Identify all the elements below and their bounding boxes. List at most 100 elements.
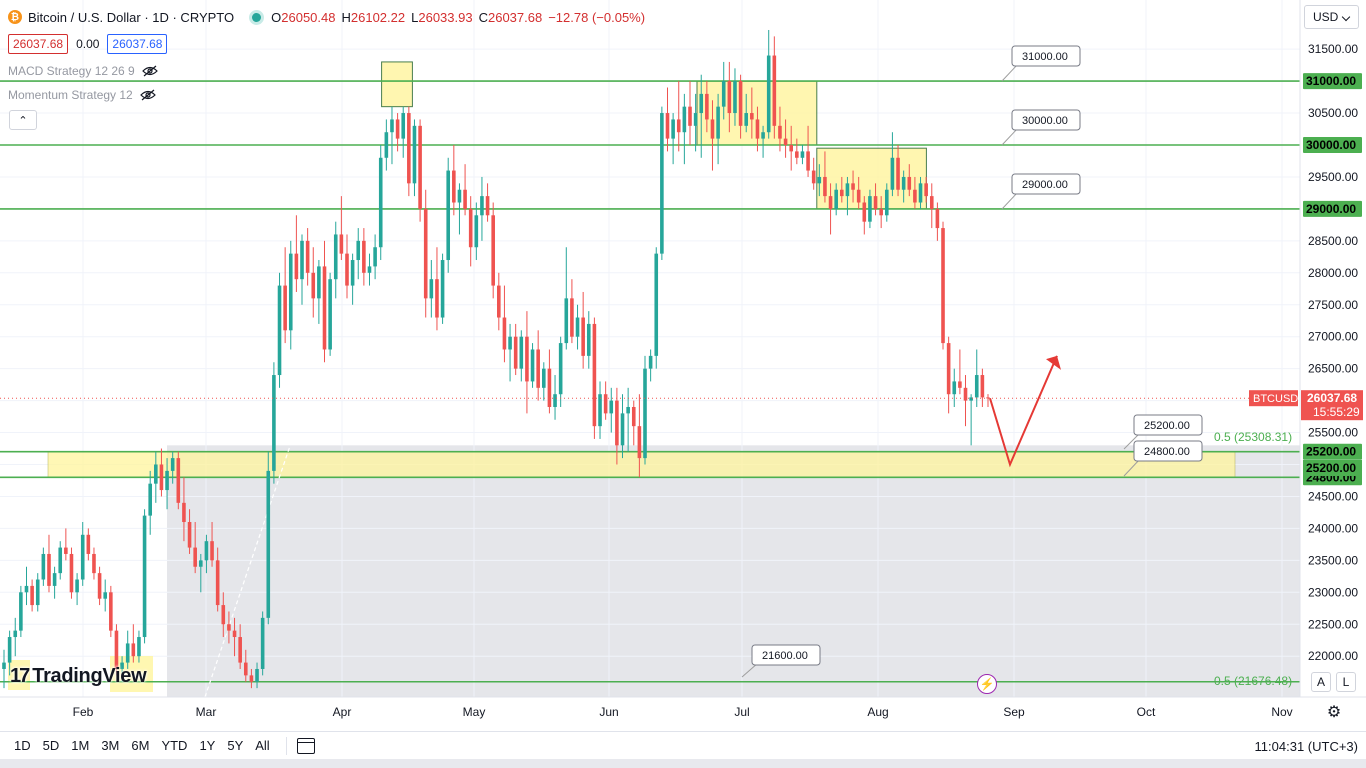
candle-body [395, 119, 400, 139]
candle [159, 448, 164, 497]
candle-body [783, 138, 788, 145]
time-tick-label: Aug [867, 705, 888, 719]
candle [778, 106, 782, 152]
range-ytd[interactable]: YTD [161, 738, 188, 753]
callout-box [1133, 414, 1203, 436]
callout-label: 21600.00 [762, 650, 808, 662]
candle-body [890, 157, 895, 190]
candle-body [536, 349, 540, 388]
candle-body [952, 381, 957, 395]
candle [193, 522, 197, 574]
candle-body [800, 151, 805, 158]
candle-body [227, 624, 231, 631]
callout-label: 24800.00 [1144, 446, 1190, 458]
candle [125, 630, 130, 669]
candle [114, 624, 119, 676]
candle-body [210, 541, 214, 561]
candle [277, 272, 282, 388]
candle [800, 145, 805, 165]
candle-body [41, 553, 46, 580]
range-1y[interactable]: 1Y [199, 738, 216, 753]
tradingview-logo-icon: 17 [10, 665, 30, 687]
price-tag-bg [1303, 200, 1362, 217]
last-price-value: 26037.68 [1307, 391, 1357, 405]
candle-body [873, 196, 878, 209]
tradingview-logo-text: TradingView [32, 665, 147, 687]
indicator-macd[interactable]: MACD Strategy 12 26 9 [8, 64, 158, 78]
candle [795, 138, 799, 165]
price-tag-bg [1303, 137, 1362, 153]
candle-body [603, 394, 608, 414]
collapse-legend-button[interactable]: ⌃ [9, 110, 37, 130]
candle-body [958, 381, 962, 388]
candle [851, 170, 855, 203]
fib-label: 0.5 (25308.31) [1214, 430, 1292, 444]
candle [840, 176, 844, 203]
range-all[interactable]: All [255, 738, 270, 753]
candle [255, 662, 259, 689]
level-price-tag: 30000.00 [1303, 137, 1362, 153]
candle-body [249, 675, 254, 682]
market-status-icon[interactable] [252, 12, 262, 22]
eye-crossed-icon[interactable] [141, 65, 158, 77]
price-tick-label: 28000.00 [1308, 266, 1358, 280]
price-tick-label: 27000.00 [1308, 330, 1358, 344]
symbol-title[interactable]: Bitcoin / U.S. Dollar · 1D · CRYPTO [28, 9, 235, 25]
candle-body [688, 106, 692, 126]
candle-body [676, 119, 681, 133]
candle [884, 183, 889, 222]
indicator-momentum[interactable]: Momentum Strategy 12 [8, 88, 156, 102]
candle [362, 228, 366, 286]
range-6m[interactable]: 6M [131, 738, 150, 753]
candle-body [64, 547, 68, 554]
candle-body [913, 189, 917, 203]
currency-select[interactable]: USD [1304, 5, 1359, 29]
auto-scale-button[interactable]: A [1311, 672, 1331, 692]
price-tick-label: 24500.00 [1308, 489, 1358, 503]
callout-box [751, 644, 821, 666]
tradingview-logo[interactable]: 17 TradingView [10, 665, 147, 688]
candle [693, 93, 698, 152]
range-1m[interactable]: 1M [71, 738, 90, 753]
candle-body [19, 592, 23, 631]
candle [705, 81, 709, 133]
price-tick-label: 31500.00 [1308, 42, 1358, 56]
callout-box [1011, 45, 1081, 67]
sell-price-button[interactable]: 26037.68 [8, 34, 69, 54]
candle [311, 247, 316, 318]
range-5d[interactable]: 5D [42, 738, 60, 753]
eye-crossed-icon[interactable] [139, 89, 156, 101]
time-tick-label: Jul [734, 705, 749, 719]
price-tag-label: 25200.00 [1306, 445, 1356, 459]
callout-box [1133, 440, 1203, 462]
lightning-icon[interactable]: ⚡ [977, 674, 997, 694]
candle-body [935, 208, 940, 229]
bar-countdown: 15:55:29 [1313, 405, 1360, 419]
candle [823, 151, 827, 203]
gear-icon[interactable]: ⚙ [1326, 704, 1342, 721]
candle-body [120, 662, 124, 669]
candle-body [693, 113, 698, 126]
range-5y[interactable]: 5Y [227, 738, 244, 753]
price-chart[interactable]: 31000.00 30000.00 29000.00 25200.00 24800.00… [0, 0, 1366, 731]
level-price-tag: 25200.00 [1303, 443, 1362, 460]
candle-body [97, 573, 102, 599]
candle [80, 522, 85, 586]
log-scale-button[interactable]: L [1336, 672, 1356, 692]
candle [452, 145, 456, 216]
candle [873, 183, 878, 216]
utc-clock[interactable]: 11:04:31 (UTC+3) [1254, 739, 1358, 754]
candle [806, 125, 810, 177]
candle [367, 253, 372, 286]
candle [907, 164, 912, 197]
candle-body [165, 470, 169, 491]
candle-body [738, 81, 743, 126]
buy-price-button[interactable]: 26037.68 [107, 34, 168, 54]
range-1d[interactable]: 1D [14, 738, 31, 753]
candle [783, 119, 788, 158]
candle [148, 470, 152, 535]
calendar-icon[interactable] [296, 737, 315, 754]
candle [446, 157, 451, 273]
range-3m[interactable]: 3M [101, 738, 120, 753]
candle [120, 656, 124, 682]
